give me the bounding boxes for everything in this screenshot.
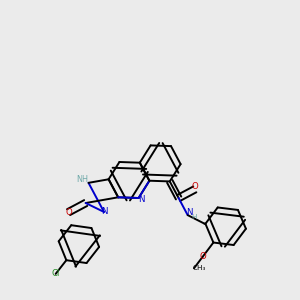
Text: N: N (138, 195, 144, 204)
Text: N: N (101, 208, 107, 217)
Text: H: H (191, 214, 197, 220)
Text: CH₃: CH₃ (193, 265, 206, 271)
Text: O: O (65, 208, 72, 217)
Text: N: N (186, 208, 193, 217)
Text: O: O (199, 252, 206, 261)
Text: O: O (191, 182, 198, 191)
Text: Cl: Cl (52, 269, 60, 278)
Text: NH: NH (76, 175, 88, 184)
